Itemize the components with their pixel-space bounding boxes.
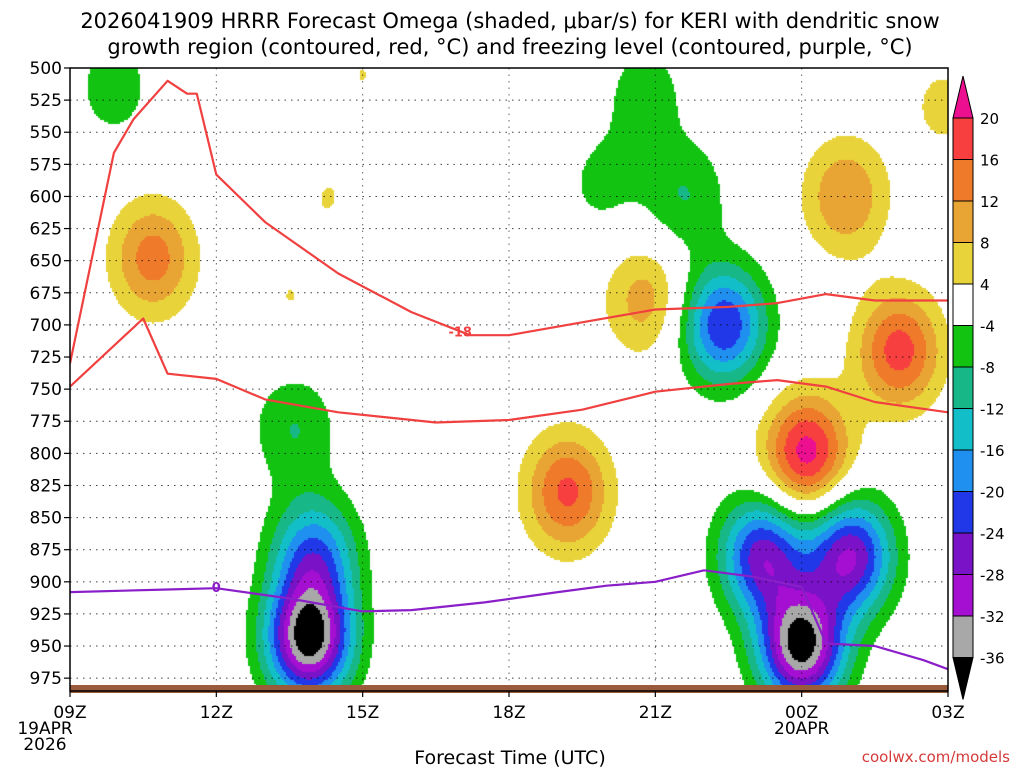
- x-axis-title: Forecast Time (UTC): [414, 747, 605, 768]
- freezing-level-contour-label: 0: [212, 581, 221, 596]
- colorbar-under-arrow: [952, 657, 974, 700]
- colorbar-label--4: -4: [980, 318, 995, 336]
- plot-area: -18 0: [69, 67, 949, 693]
- colorbar-segment-9: [952, 449, 974, 492]
- contours: -18 0: [70, 79, 948, 671]
- colorbar-label-12: 12: [980, 193, 999, 211]
- y-tick-label-925: 925: [30, 605, 62, 625]
- chart-title-line-2: growth region (contoured, red, °C) and f…: [107, 35, 912, 59]
- y-tick-label-875: 875: [30, 541, 62, 561]
- x-tick-label-00Z-line2: 20APR: [774, 719, 830, 739]
- y-tick-label-850: 850: [30, 509, 62, 529]
- colorbar-label--28: -28: [980, 567, 1005, 585]
- y-tick-label-525: 525: [30, 91, 62, 111]
- colorbar-segment-13: [952, 615, 974, 658]
- colorbar-segment-10: [952, 491, 974, 534]
- colorbar-segment-11: [952, 532, 974, 575]
- y-tick-label-700: 700: [30, 316, 62, 336]
- ground-surface: [70, 685, 948, 693]
- colorbar-label--20: -20: [980, 484, 1005, 502]
- dgz-minus12-contour: [70, 79, 948, 364]
- y-tick-label-650: 650: [30, 252, 62, 272]
- chart-title-line-1: 2026041909 HRRR Forecast Omega (shaded, …: [80, 9, 939, 33]
- colorbar-label-4: 4: [980, 276, 990, 294]
- dgz-minus18-contour: [70, 317, 948, 424]
- x-tick-label-09Z-line3: 2026: [23, 735, 66, 755]
- y-axis: 500 525 550 575 600 625 650 675 700 725 750 775 800 8…: [30, 59, 70, 689]
- freezing-level-contour: [70, 569, 948, 671]
- y-tick-label-625: 625: [30, 220, 62, 240]
- x-tick-label-15Z-line1: 15Z: [346, 703, 379, 723]
- colorbar-segment-2: [952, 159, 974, 202]
- x-tick-label-12Z-line1: 12Z: [200, 703, 233, 723]
- colorbar-segment-4: [952, 242, 974, 285]
- colorbar-label-20: 20: [980, 110, 999, 128]
- colorbar-label-8: 8: [980, 235, 990, 253]
- y-tick-label-825: 825: [30, 476, 62, 496]
- colorbar-segment-7: [952, 366, 974, 409]
- dgz-minus18-contour-label: -18: [448, 326, 472, 341]
- y-tick-label-600: 600: [30, 187, 62, 207]
- colorbar-label--12: -12: [980, 401, 1005, 419]
- colorbar-label--16: -16: [980, 442, 1005, 460]
- colorbar-over-arrow: [952, 75, 974, 119]
- colorbar-segment-5: [952, 283, 974, 326]
- y-tick-label-725: 725: [30, 348, 62, 368]
- y-tick-label-500: 500: [30, 59, 62, 79]
- y-tick-label-975: 975: [30, 669, 62, 689]
- source-credit: coolwx.com/models: [862, 748, 1010, 766]
- x-tick-label-21Z-line1: 21Z: [639, 703, 672, 723]
- y-tick-label-800: 800: [30, 444, 62, 464]
- colorbar-label-16: 16: [980, 152, 999, 170]
- y-tick-label-575: 575: [30, 155, 62, 175]
- colorbar-segment-6: [952, 325, 974, 368]
- colorbar-segment-1: [952, 117, 974, 160]
- colorbar-segment-12: [952, 574, 974, 617]
- colorbar-label--24: -24: [980, 525, 1005, 543]
- y-tick-label-775: 775: [30, 412, 62, 432]
- colorbar-segment-8: [952, 408, 974, 451]
- x-tick-label-09Z-line2: 19APR: [17, 719, 73, 739]
- x-tick-label-09Z-line1: 09Z: [53, 703, 86, 723]
- y-tick-label-950: 950: [30, 637, 62, 657]
- colorbar-segment-3: [952, 200, 974, 243]
- y-tick-label-550: 550: [30, 123, 62, 143]
- y-tick-label-675: 675: [30, 284, 62, 304]
- y-tick-label-750: 750: [30, 380, 62, 400]
- colorbar-label--8: -8: [980, 359, 995, 377]
- colorbar-label--32: -32: [980, 608, 1005, 626]
- x-tick-label-18Z-line1: 18Z: [492, 703, 525, 723]
- colorbar: 20 16 12 8 4 -4 -8 -12 -16 -20 -24 -28 -32 -36: [952, 75, 1005, 700]
- x-tick-label-03Z-line1: 03Z: [931, 703, 964, 723]
- omega-shading: [70, 68, 948, 691]
- y-tick-label-900: 900: [30, 573, 62, 593]
- x-tick-label-00Z-line1: 00Z: [785, 703, 818, 723]
- colorbar-label--36: -36: [980, 650, 1005, 668]
